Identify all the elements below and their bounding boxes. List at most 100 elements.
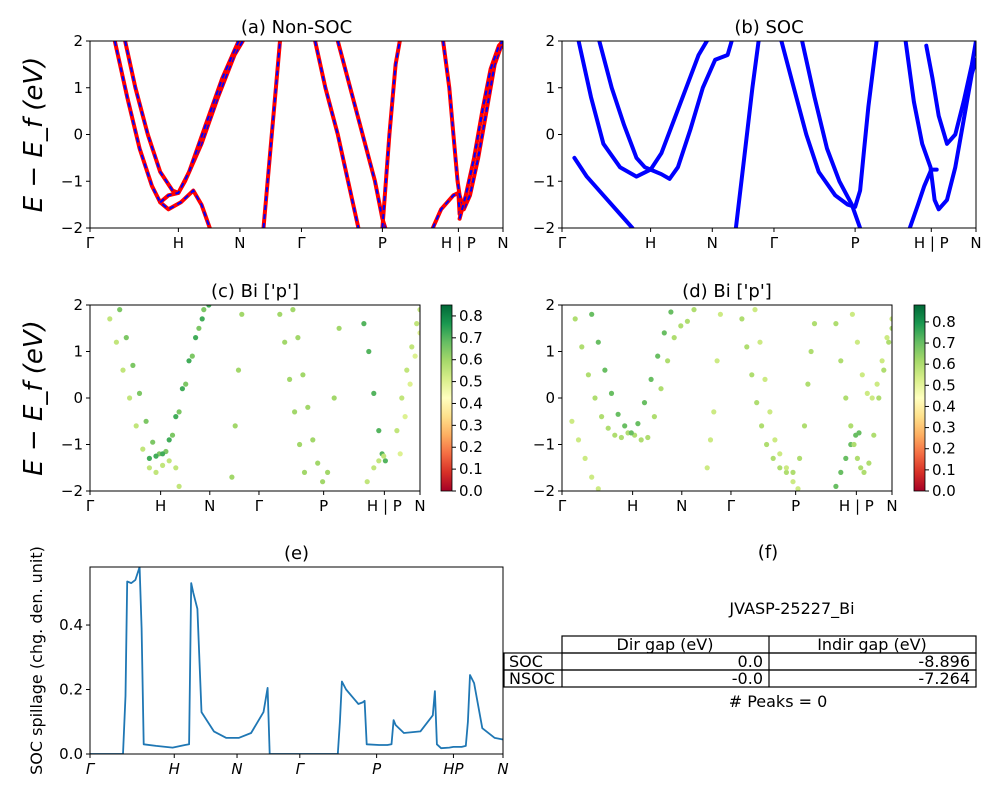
x-tick-label: N xyxy=(970,234,981,252)
band-point xyxy=(381,453,387,459)
y-tick-label: 0 xyxy=(73,126,83,144)
x-tick-label: H xyxy=(173,234,184,252)
x-tick-label: N xyxy=(886,497,897,515)
colorbar-tick-label: 0.4 xyxy=(459,394,483,412)
band-point xyxy=(235,367,242,373)
x-tick-label: Γ xyxy=(86,234,95,252)
band-point xyxy=(127,395,133,401)
band-point xyxy=(371,465,377,471)
band-point xyxy=(889,316,892,322)
y-tick-label: 2 xyxy=(73,32,83,50)
band-point xyxy=(602,367,608,373)
band-point xyxy=(622,423,628,429)
band-point xyxy=(290,307,296,313)
panel-f-title: (f) xyxy=(758,542,778,563)
band-line xyxy=(123,41,245,195)
y-axis-label: E − E_f (eV) xyxy=(19,320,49,476)
band-point xyxy=(871,432,877,438)
band-point xyxy=(399,395,405,401)
band-point xyxy=(851,441,857,448)
x-tick-label: H | P xyxy=(839,497,874,515)
band-point xyxy=(585,372,592,378)
band-point xyxy=(858,465,864,471)
band-point xyxy=(143,418,149,424)
panel-d-bi-p-soc: 0.0 0.1 0.2 0.3 0.4 0.5 0.6 0.7 0.8 (d) Bi ['p'] Γ… xyxy=(533,281,956,515)
y-tick-label: 0 xyxy=(545,126,555,144)
y-tick-label: 1 xyxy=(545,343,555,361)
band-line xyxy=(907,167,939,228)
band-point xyxy=(714,358,720,364)
band-point xyxy=(605,425,611,431)
band-point xyxy=(394,428,400,434)
band-point xyxy=(166,437,172,443)
axes-frame xyxy=(89,40,504,229)
band-point xyxy=(707,437,714,443)
band-point xyxy=(186,358,192,364)
band-point xyxy=(412,353,418,359)
band-point xyxy=(382,458,388,464)
colorbar xyxy=(913,304,926,492)
colorbar-tick-label: 0.1 xyxy=(932,461,956,479)
y-tick-label: −1 xyxy=(61,436,83,454)
band-point xyxy=(292,409,298,415)
y-axis-label: SOC spillage (chg. den. unit) xyxy=(27,546,46,775)
band-point xyxy=(790,469,796,475)
band-point xyxy=(797,455,803,461)
band-point xyxy=(140,446,146,452)
band-point xyxy=(678,323,684,329)
band-point xyxy=(638,437,644,443)
band-point xyxy=(833,483,839,489)
x-tick-label: Γ xyxy=(255,497,264,515)
x-tick-label: Γ xyxy=(296,760,306,778)
y-tick-label: −2 xyxy=(533,219,555,237)
band-point xyxy=(783,469,790,475)
x-tick-label: H | P xyxy=(441,234,476,252)
band-point xyxy=(704,465,710,471)
band-point xyxy=(572,316,578,322)
x-tick-label: Γ xyxy=(86,760,96,778)
band-point xyxy=(838,469,844,475)
x-tick-label: Γ xyxy=(86,497,95,515)
band-point xyxy=(801,423,808,429)
band-point xyxy=(173,465,179,471)
band-point xyxy=(120,367,126,373)
x-tick-label: N xyxy=(497,760,508,778)
y-tick-label: −1 xyxy=(533,436,555,454)
band-point xyxy=(417,330,420,336)
band-point xyxy=(325,469,331,475)
band-point xyxy=(417,307,420,313)
band-point xyxy=(790,479,796,485)
band-line-overlay xyxy=(159,41,240,204)
colorbar-tick-label: 0.4 xyxy=(932,397,956,415)
band-point xyxy=(320,479,326,485)
table-header-dir: Dir gap (eV) xyxy=(617,635,714,654)
band-point xyxy=(684,318,691,324)
x-tick-label: Γ xyxy=(770,234,779,252)
band-point xyxy=(658,386,664,392)
band-point xyxy=(206,305,212,308)
axes-frame xyxy=(89,304,421,492)
band-point xyxy=(879,358,885,364)
y-tick-label: 2 xyxy=(545,32,555,50)
x-tick-label: P xyxy=(791,497,800,515)
table-row-label: NSOC xyxy=(509,669,555,688)
colorbar-tick-label: 0.7 xyxy=(459,329,483,347)
band-point xyxy=(864,390,870,396)
band-point xyxy=(146,465,152,471)
band-point xyxy=(711,409,717,415)
band-point xyxy=(595,339,601,345)
band-point xyxy=(160,451,166,457)
panel-title: (c) Bi ['p'] xyxy=(211,281,299,302)
colorbar-tick-label: 0.1 xyxy=(459,460,483,478)
band-point xyxy=(189,353,195,359)
y-tick-label: 0.4 xyxy=(59,616,83,634)
band-point xyxy=(277,311,283,317)
band-line-overlay xyxy=(314,41,360,228)
band-point xyxy=(193,335,199,341)
band-point xyxy=(884,335,890,341)
x-tick-label: Γ xyxy=(558,234,567,252)
band-point xyxy=(366,348,372,355)
x-tick-label: H | P xyxy=(367,497,402,515)
panel-e-soc-spillage: (e) Γ H N Γ P HP N 0.0 0.2 0.4 SOC spillage (chg. d… xyxy=(27,543,509,778)
